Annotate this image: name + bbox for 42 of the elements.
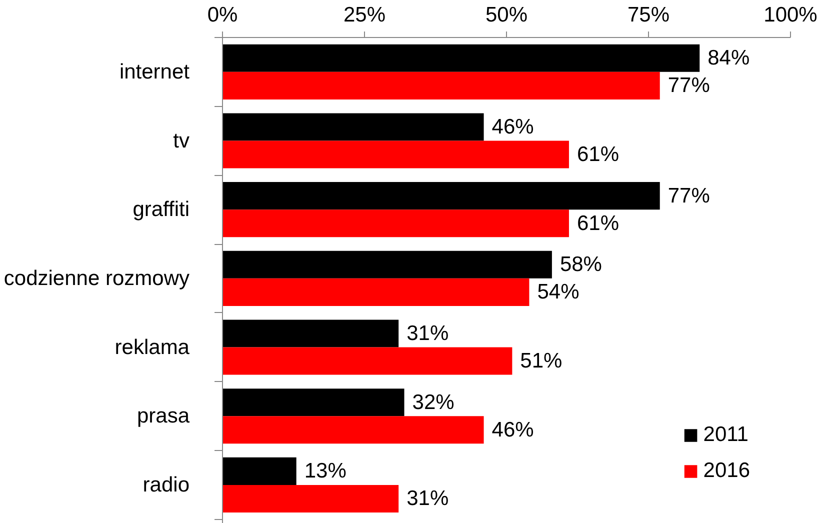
- y-tick-label: graffiti: [132, 198, 190, 222]
- data-label: 58%: [560, 253, 602, 276]
- x-tick-label: 25%: [343, 4, 386, 26]
- bar: [222, 388, 404, 416]
- bar: [222, 72, 660, 100]
- y-tick-label: reklama: [114, 336, 190, 359]
- bar: [222, 320, 399, 348]
- x-tick-label: 75%: [627, 4, 670, 26]
- bar: [222, 182, 660, 210]
- data-label: 61%: [576, 212, 620, 235]
- legend-label: 2016: [703, 459, 750, 483]
- data-label: 61%: [576, 143, 620, 166]
- data-label: 31%: [406, 322, 449, 346]
- bar: [222, 210, 569, 238]
- x-tick-label: 100%: [764, 4, 818, 26]
- bar: [222, 44, 700, 72]
- bar: [222, 457, 296, 485]
- data-label: 13%: [304, 460, 346, 483]
- data-label: 77%: [668, 184, 710, 208]
- bar: [222, 347, 512, 375]
- x-tick-label: 50%: [485, 4, 528, 26]
- y-tick-label: internet: [119, 60, 190, 84]
- y-tick-label: radio: [142, 473, 190, 496]
- bar: [222, 416, 484, 444]
- legend-label: 2011: [703, 423, 748, 447]
- data-label: 84%: [708, 46, 750, 70]
- bar: [222, 278, 530, 306]
- x-tick-label: 0%: [207, 4, 238, 26]
- bar: [222, 140, 569, 168]
- data-label: 54%: [537, 280, 580, 304]
- data-label: 46%: [492, 418, 534, 442]
- y-tick-label: tv: [173, 129, 190, 152]
- bar: [222, 250, 552, 278]
- y-tick-label: prasa: [136, 404, 190, 428]
- data-label: 46%: [492, 115, 534, 138]
- bar: [222, 484, 399, 512]
- data-label: 32%: [412, 390, 454, 414]
- y-tick-label: codzienne rozmowy: [4, 266, 190, 290]
- data-label: 31%: [406, 487, 449, 510]
- data-label: 77%: [668, 74, 710, 98]
- data-label: 51%: [520, 350, 562, 373]
- bar: [222, 113, 484, 141]
